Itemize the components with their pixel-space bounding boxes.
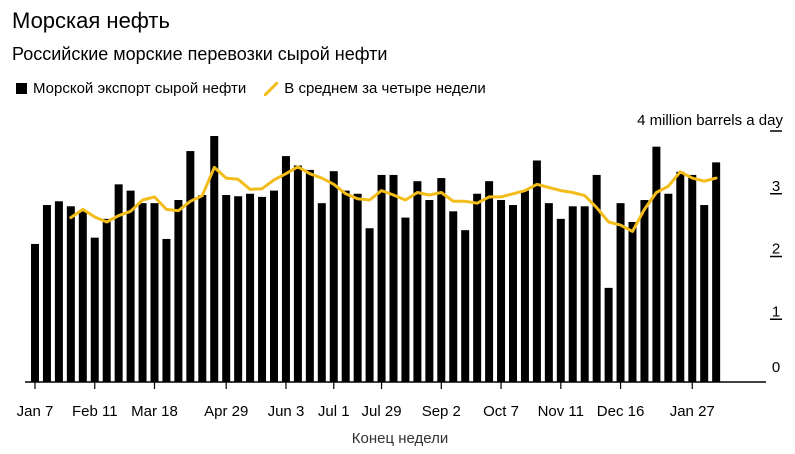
- bar: [437, 178, 446, 382]
- bar: [425, 200, 434, 382]
- legend-line-swatch: [264, 81, 279, 96]
- bar: [102, 218, 111, 382]
- bar: [66, 206, 75, 382]
- bar: [449, 211, 458, 382]
- bar: [473, 193, 482, 382]
- bar: [150, 203, 159, 382]
- bar: [497, 200, 506, 382]
- bar: [210, 136, 219, 382]
- bar: [234, 196, 243, 382]
- bar: [556, 218, 565, 382]
- bar: [664, 193, 673, 382]
- bar: [520, 190, 529, 382]
- bar: [413, 181, 422, 382]
- x-tick-label: Mar 18: [131, 403, 178, 420]
- bar: [78, 211, 87, 382]
- bar: [246, 193, 255, 382]
- bar: [616, 203, 625, 382]
- bar: [580, 206, 589, 382]
- bar: [258, 196, 267, 382]
- x-axis-title: Конец недели: [352, 430, 449, 447]
- y-unit-label: 4 million barrels a day: [637, 112, 783, 129]
- bar: [186, 151, 195, 382]
- bar: [281, 156, 290, 382]
- x-tick-label: Jan 27: [670, 403, 715, 420]
- x-tick-label: Apr 29: [204, 403, 248, 420]
- bar: [365, 228, 374, 382]
- bar: [712, 162, 721, 382]
- y-tick-label: 0: [772, 359, 780, 376]
- bar: [138, 203, 147, 382]
- bar: [126, 190, 135, 382]
- x-tick-label: Jan 7: [17, 403, 54, 420]
- y-tick-label: 1: [772, 303, 780, 320]
- bar: [640, 200, 649, 382]
- bar: [568, 206, 577, 382]
- bar: [688, 174, 697, 382]
- bar: [31, 243, 39, 382]
- bar: [652, 146, 661, 382]
- x-tick-label: Jun 3: [268, 403, 305, 420]
- legend-item-bars: Морской экспорт сырой нефти: [16, 80, 246, 97]
- legend-item-line: В среднем за четыре недели: [264, 80, 486, 97]
- bar: [114, 184, 123, 382]
- legend-bars-label: Морской экспорт сырой нефти: [33, 80, 247, 97]
- moving-average-line: [69, 165, 718, 233]
- bar: [401, 217, 410, 382]
- x-tick-label: Feb 11: [72, 403, 118, 420]
- bar: [509, 205, 517, 382]
- bar: [544, 203, 553, 382]
- bar: [461, 230, 470, 382]
- chart-subtitle: Российские морские перевозки сырой нефти: [12, 44, 388, 64]
- bar: [628, 221, 637, 382]
- x-tick-label: Jul 1: [318, 403, 350, 420]
- bar: [305, 169, 314, 382]
- bar: [162, 238, 171, 382]
- bar: [317, 203, 326, 382]
- bar: [270, 190, 278, 382]
- y-tick-label: 2: [772, 241, 780, 258]
- legend-bar-swatch: [16, 83, 27, 94]
- bar: [341, 190, 350, 382]
- bar: [700, 205, 709, 382]
- bar: [485, 181, 494, 382]
- bar: [174, 200, 183, 382]
- bar: [377, 174, 386, 382]
- x-tick-label: Nov 11: [538, 403, 584, 420]
- bar: [54, 201, 63, 382]
- x-tick-label: Sep 2: [422, 403, 461, 420]
- legend-line-label: В среднем за четыре недели: [284, 80, 486, 97]
- bar: [198, 195, 207, 382]
- x-tick-label: Jul 29: [362, 403, 402, 420]
- bar: [42, 205, 51, 382]
- bar: [353, 193, 362, 382]
- bar: [90, 237, 99, 382]
- x-tick-label: Oct 7: [483, 403, 519, 420]
- bar: [389, 174, 398, 382]
- x-tick-label: Dec 16: [597, 403, 645, 420]
- bar: [532, 160, 541, 382]
- bar: [592, 174, 601, 382]
- legend: Морской экспорт сырой нефти В среднем за…: [16, 80, 498, 97]
- bar: [676, 171, 685, 382]
- chart-title: Морская нефть: [12, 8, 170, 33]
- bar: [604, 287, 613, 382]
- bar: [222, 195, 231, 382]
- bar: [329, 171, 338, 382]
- y-tick-label: 3: [772, 178, 780, 195]
- bar: [293, 165, 302, 382]
